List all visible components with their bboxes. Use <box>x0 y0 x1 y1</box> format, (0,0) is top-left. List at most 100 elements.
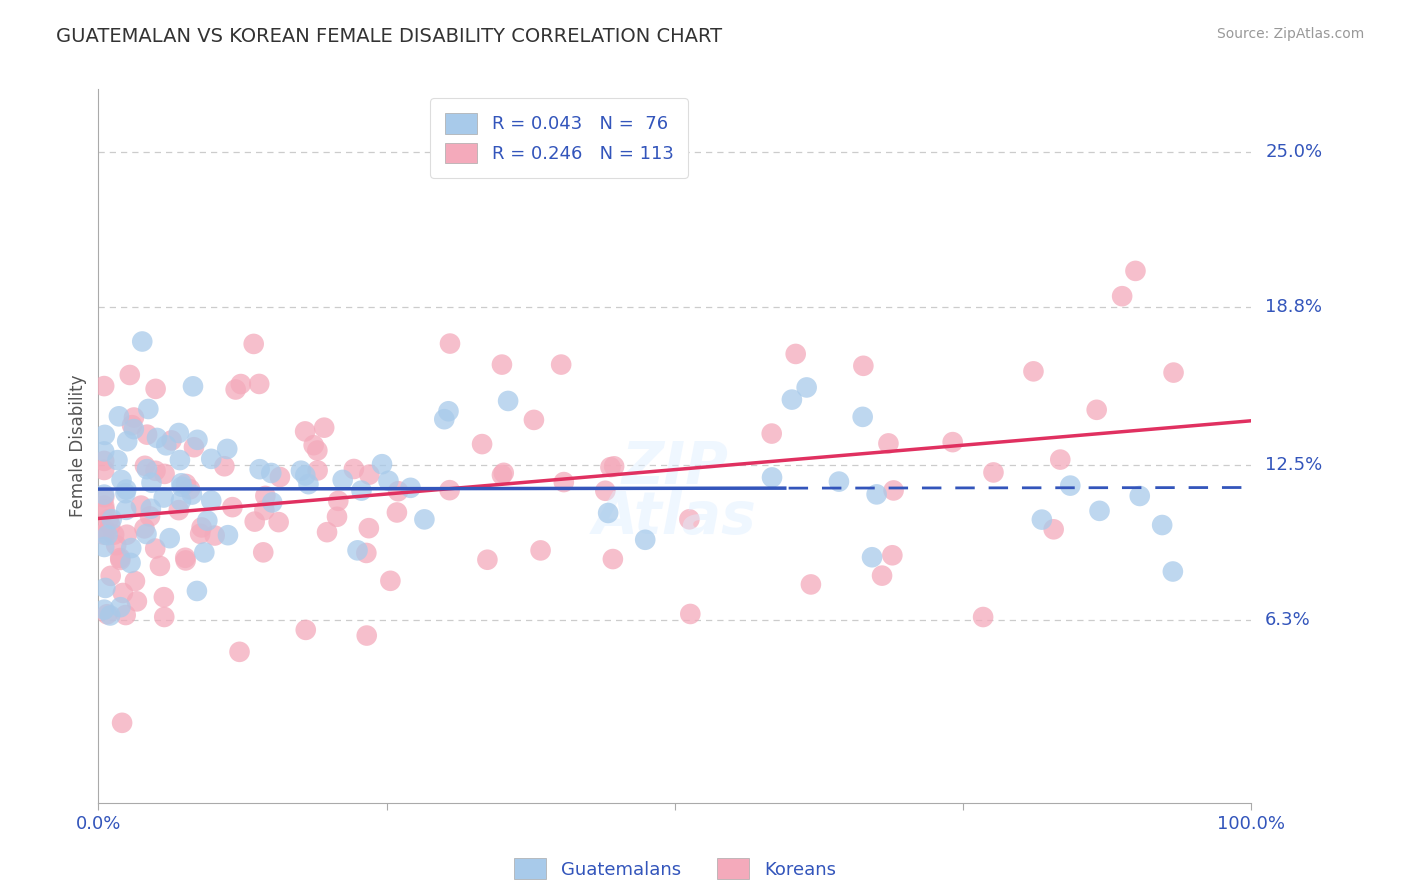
Point <box>942 435 965 450</box>
Point <box>115 527 138 541</box>
Point <box>96 525 118 540</box>
Text: Atlas: Atlas <box>593 489 756 546</box>
Point <box>100 569 122 583</box>
Point <box>170 476 193 491</box>
Point <box>1031 513 1053 527</box>
Point <box>107 453 129 467</box>
Point <box>297 477 319 491</box>
Point <box>98 608 121 623</box>
Point <box>131 334 153 349</box>
Point <box>359 467 381 482</box>
Point <box>93 463 115 477</box>
Text: GUATEMALAN VS KOREAN FEMALE DISABILITY CORRELATION CHART: GUATEMALAN VS KOREAN FEMALE DISABILITY C… <box>56 27 723 45</box>
Point <box>247 376 270 391</box>
Point <box>134 458 156 473</box>
Point <box>1022 364 1045 378</box>
Point <box>115 503 138 517</box>
Point <box>139 509 162 524</box>
Point <box>471 437 494 451</box>
Point <box>860 550 883 565</box>
Point <box>380 574 402 588</box>
Point <box>114 486 136 500</box>
Point <box>181 487 204 501</box>
Point <box>153 467 176 481</box>
Point <box>101 512 124 526</box>
Point <box>115 434 138 449</box>
Point <box>253 503 276 517</box>
Point <box>229 377 252 392</box>
Point <box>111 715 134 730</box>
Point <box>93 527 115 541</box>
Point <box>120 556 142 570</box>
Point <box>529 543 551 558</box>
Point <box>1042 522 1064 536</box>
Point <box>294 468 316 483</box>
Point <box>174 553 197 567</box>
Point <box>93 503 115 517</box>
Point <box>852 409 875 424</box>
Point <box>491 467 513 482</box>
Point <box>93 540 115 554</box>
Legend: Guatemalans, Koreans: Guatemalans, Koreans <box>506 851 844 887</box>
Point <box>1059 478 1081 492</box>
Point <box>307 443 329 458</box>
Point <box>1152 518 1174 533</box>
Point <box>492 466 515 480</box>
Point <box>828 475 851 489</box>
Point <box>603 459 626 474</box>
Point <box>139 501 162 516</box>
Point <box>1125 264 1147 278</box>
Point <box>115 483 138 497</box>
Point <box>326 509 349 524</box>
Point <box>439 483 461 498</box>
Point <box>110 553 132 567</box>
Point <box>761 470 783 484</box>
Point <box>523 413 546 427</box>
Point <box>186 584 208 599</box>
Point <box>387 484 409 499</box>
Point <box>136 427 159 442</box>
Point <box>145 382 167 396</box>
Point <box>169 453 191 467</box>
Point <box>346 543 368 558</box>
Point <box>160 434 183 448</box>
Point <box>550 358 572 372</box>
Point <box>852 359 875 373</box>
Point <box>242 337 264 351</box>
Point <box>307 463 329 477</box>
Point <box>97 512 120 526</box>
Point <box>129 499 152 513</box>
Point <box>477 553 499 567</box>
Point <box>269 470 291 484</box>
Point <box>262 495 284 509</box>
Point <box>108 551 131 566</box>
Point <box>267 515 290 529</box>
Point <box>200 451 222 466</box>
Point <box>243 515 266 529</box>
Point <box>228 645 250 659</box>
Point <box>316 525 339 540</box>
Point <box>1163 366 1185 380</box>
Point <box>302 438 325 452</box>
Point <box>356 546 378 560</box>
Point <box>217 442 239 456</box>
Point <box>249 462 271 476</box>
Point <box>93 499 115 513</box>
Point <box>190 520 212 534</box>
Point <box>114 608 136 623</box>
Point <box>800 577 823 591</box>
Point <box>343 462 366 476</box>
Point <box>314 420 336 434</box>
Point <box>118 368 141 382</box>
Point <box>167 425 190 440</box>
Point <box>179 482 201 496</box>
Point <box>174 550 197 565</box>
Point <box>143 541 166 556</box>
Point <box>111 586 134 600</box>
Point <box>595 483 617 498</box>
Point <box>186 433 208 447</box>
Point <box>149 558 172 573</box>
Point <box>761 426 783 441</box>
Point <box>260 466 283 480</box>
Point <box>1161 565 1184 579</box>
